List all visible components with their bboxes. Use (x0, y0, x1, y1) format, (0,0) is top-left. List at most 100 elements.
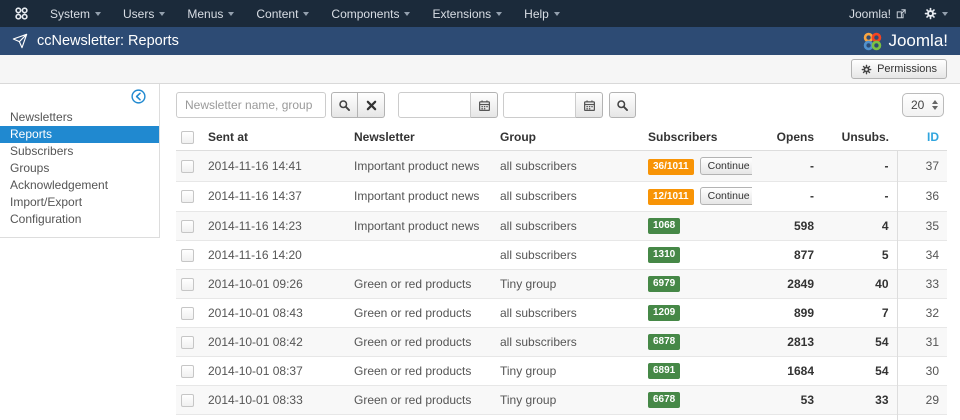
column-header-opens[interactable]: Opens (752, 124, 822, 152)
row-checkbox[interactable] (181, 364, 194, 378)
select-all-checkbox[interactable] (181, 131, 194, 145)
row-checkbox[interactable] (181, 277, 194, 291)
close-icon (366, 100, 377, 111)
permissions-label: Permissions (877, 63, 937, 75)
opens-cell: 1684 (752, 355, 822, 386)
group-cell: Tiny group (492, 413, 640, 420)
page-size-select[interactable]: 20 (902, 93, 944, 117)
row-check-cell (176, 413, 200, 420)
content-area: Newsletters Reports Subscribers Groups Ackno… (0, 84, 960, 420)
newsletter-cell: Important product news (346, 210, 492, 241)
site-preview-link[interactable]: Joomla! (849, 7, 906, 21)
sidebar-item-reports[interactable]: Reports (0, 126, 159, 143)
id-cell: 34 (896, 239, 947, 270)
column-header-newsletter[interactable]: Newsletter (346, 124, 492, 152)
subscribers-badge: 1310 (648, 247, 681, 264)
clear-button[interactable] (358, 92, 385, 118)
subscribers-cell: 1209 (640, 297, 752, 328)
external-link-icon (896, 8, 906, 19)
date-from-calendar-button[interactable] (471, 92, 498, 118)
row-checkbox[interactable] (181, 248, 194, 262)
subscribers-badge: 6678 (648, 392, 681, 409)
sidebar-item-groups[interactable]: Groups (10, 161, 50, 175)
topbar-right: Joomla! (849, 7, 948, 21)
sidebar-item-subscribers[interactable]: Subscribers (10, 144, 74, 158)
sidebar-item-newsletters[interactable]: Newsletters (10, 110, 73, 124)
table-row: 2014-11-16 14:37 Important product news al… (176, 180, 947, 212)
reports-table-head: Sent at Newsletter Group Subscribers Ope… (176, 124, 947, 152)
date-to-input[interactable] (503, 92, 576, 118)
column-header-id[interactable]: ID (897, 124, 947, 152)
subscribers-cell: 6878 (640, 326, 752, 357)
menu-extensions[interactable]: Extensions (421, 0, 513, 27)
menu-label: System (50, 6, 91, 21)
sent-at-cell: 2014-10-01 08:43 (200, 297, 346, 328)
menu-menus[interactable]: Menus (176, 0, 245, 27)
column-header-subscribers[interactable]: Subscribers (640, 124, 752, 152)
menu-components[interactable]: Components (320, 0, 421, 27)
menu-system[interactable]: System (39, 0, 112, 27)
subscribers-cell: 6979 (640, 268, 752, 299)
column-header-sent-at[interactable]: Sent at (200, 124, 346, 152)
date-to-group (503, 92, 603, 118)
row-check-cell (176, 210, 200, 241)
chevron-down-icon (159, 11, 166, 16)
site-link-label: Joomla! (848, 6, 891, 21)
sidebar-item-acknowledgement[interactable]: Acknowledgement (10, 178, 109, 192)
id-cell: 36 (896, 180, 947, 212)
menu-help[interactable]: Help (513, 0, 571, 27)
newsletter-cell: Green or red products (346, 384, 492, 415)
sidebar-item-configuration[interactable]: Configuration (10, 212, 82, 226)
row-checkbox[interactable] (181, 160, 194, 174)
row-checkbox[interactable] (181, 393, 194, 407)
page-size-value: 20 (911, 98, 925, 112)
chevron-down-icon (404, 11, 411, 16)
select-all-cell (176, 124, 200, 152)
subscribers-badge: 6891 (648, 363, 681, 380)
sent-at-cell: 2014-10-01 08:32 (200, 413, 346, 420)
row-checkbox[interactable] (181, 306, 194, 320)
admin-settings-menu[interactable] (924, 7, 948, 20)
date-from-input[interactable] (398, 92, 471, 118)
row-check-cell (176, 355, 200, 386)
column-header-group[interactable]: Group (492, 124, 640, 152)
continue-button[interactable]: Continue (699, 187, 752, 205)
newsletter-cell: Green or red products (346, 268, 492, 299)
menu-content[interactable]: Content (245, 0, 320, 27)
unsubs-cell: - (884, 158, 889, 173)
table-row: 2014-10-01 08:33 Green or red products Tin… (176, 384, 947, 415)
chevron-down-icon (303, 11, 310, 16)
table-row: 2014-11-16 14:41 Important product news al… (176, 150, 947, 181)
unsubs-cell: 33 (822, 384, 897, 415)
opens-cell: 42 (752, 413, 822, 420)
row-checkbox[interactable] (181, 335, 194, 349)
subscribers-cell: 1068 (640, 210, 752, 241)
subscribers-cell: 6678 (640, 384, 752, 415)
chevron-down-icon (228, 11, 235, 16)
continue-button[interactable]: Continue (699, 156, 752, 175)
date-to-calendar-button[interactable] (576, 92, 603, 118)
chevron-down-icon (553, 11, 560, 16)
id-cell: 31 (896, 326, 947, 357)
subscribers-badge: 1068 (648, 218, 681, 235)
opens-cell: 598 (752, 210, 822, 241)
permissions-button[interactable]: Permissions (851, 59, 947, 79)
row-checkbox[interactable] (181, 219, 194, 233)
opens-cell: 877 (752, 239, 822, 270)
sidebar-item-import-export[interactable]: Import/Export (10, 195, 83, 209)
group-cell: Tiny group (492, 384, 640, 415)
column-header-unsubs[interactable]: Unsubs. (822, 124, 897, 152)
group-cell: all subscribers (492, 180, 640, 212)
table-row: 2014-10-01 09:26 Green or red products Tin… (176, 268, 947, 299)
id-cell: 33 (896, 268, 947, 299)
group-cell: all subscribers (492, 210, 640, 241)
menu-users[interactable]: Users (112, 0, 176, 27)
subscribers-cell: 1310 (640, 239, 752, 270)
id-cell: 30 (896, 355, 947, 386)
search-button[interactable] (331, 92, 358, 118)
row-checkbox[interactable] (181, 190, 194, 204)
unsubs-cell: - (822, 180, 897, 212)
date-search-button[interactable] (609, 92, 636, 118)
sidebar-collapse-button[interactable] (131, 89, 146, 104)
search-input[interactable] (176, 92, 326, 118)
